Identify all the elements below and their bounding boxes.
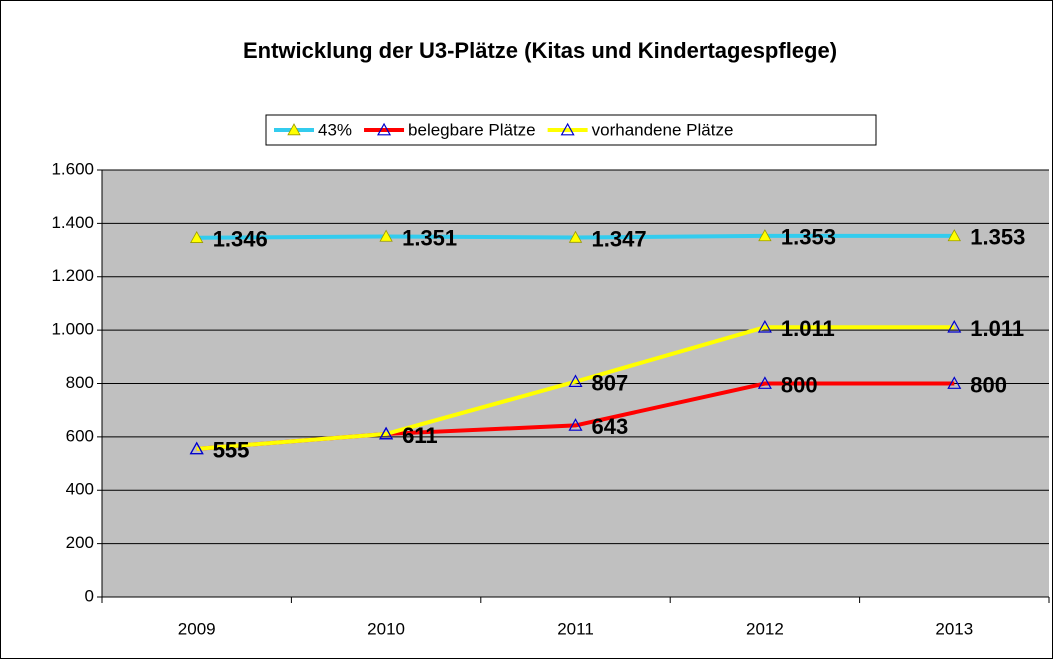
marker [379, 229, 393, 242]
x-tick-label: 2011 [557, 619, 594, 638]
legend-marker [560, 122, 575, 136]
x-tick-label: 2010 [367, 619, 405, 638]
data-label: 611 [402, 423, 438, 448]
marker [947, 229, 961, 242]
data-label: 800 [970, 372, 1007, 397]
data-label: 1.346 [213, 227, 268, 252]
legend-label: belegbare Plätze [408, 120, 536, 139]
y-tick-label: 1.600 [51, 159, 94, 178]
data-label: 800 [781, 372, 818, 397]
marker [568, 230, 583, 243]
marker [379, 426, 394, 440]
legend-marker [287, 123, 301, 136]
legend-marker [377, 122, 392, 136]
marker [568, 418, 583, 431]
x-tick-label: 2013 [935, 619, 973, 638]
y-tick-label: 1.400 [51, 213, 94, 232]
chart-title: Entwicklung der U3-Plätze (Kitas und Kin… [243, 38, 837, 63]
data-label: 555 [213, 438, 250, 463]
y-tick-label: 600 [66, 426, 94, 445]
data-label: 807 [592, 370, 629, 395]
y-tick-label: 1.200 [51, 266, 94, 285]
y-tick-label: 200 [66, 533, 94, 552]
marker [947, 376, 962, 389]
data-label: 1.347 [592, 226, 647, 251]
x-tick-label: 2009 [178, 619, 216, 638]
y-tick-label: 0 [85, 586, 94, 605]
marker [189, 441, 204, 455]
data-label: 1.353 [970, 225, 1025, 250]
data-label: 643 [592, 414, 629, 439]
y-tick-label: 1.000 [51, 320, 94, 339]
marker [757, 319, 772, 333]
legend: 43% belegbare Plätze vorhandene Plätze [265, 114, 877, 146]
series-line [196, 325, 955, 451]
marker [568, 374, 583, 388]
y-tick-label: 800 [66, 373, 94, 392]
marker [758, 229, 772, 242]
x-tick-label: 2012 [746, 619, 784, 638]
legend-label: vorhandene Plätze [592, 120, 734, 139]
marker [190, 230, 204, 243]
data-label: 1.351 [402, 225, 457, 250]
marker [757, 376, 772, 389]
data-label: 555 [213, 438, 250, 463]
y-tick-label: 400 [66, 480, 94, 499]
data-label: 1.353 [781, 225, 836, 250]
data-label: 1.011 [781, 316, 835, 341]
marker [947, 319, 962, 333]
data-label: 611 [402, 423, 438, 448]
data-label: 1.011 [970, 316, 1024, 341]
legend-label: 43% [318, 120, 352, 139]
